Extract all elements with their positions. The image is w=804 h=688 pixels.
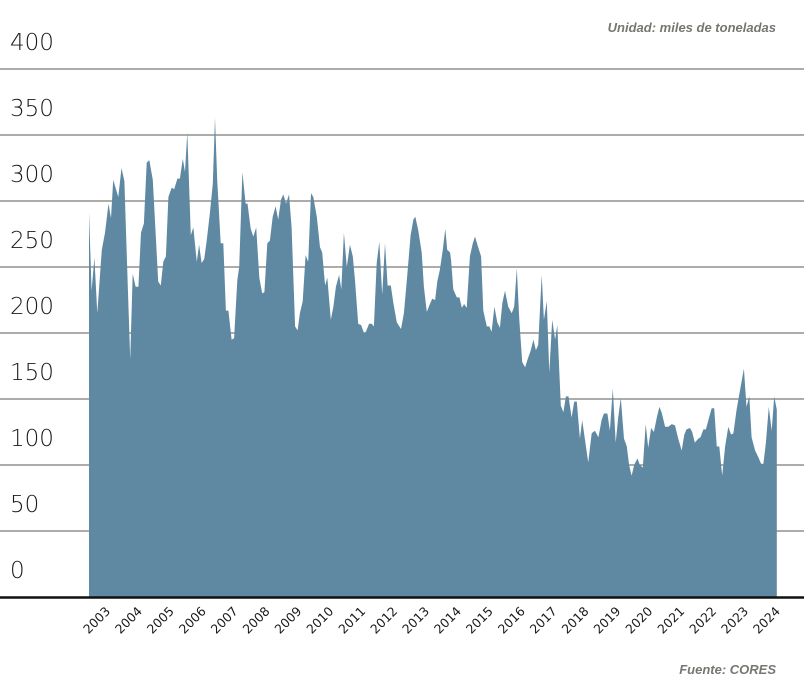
x-tick-label: 2019 [590, 603, 623, 636]
x-tick-label: 2008 [240, 603, 273, 636]
x-axis-labels: 2003200420052006200720082009201020112012… [80, 603, 783, 636]
y-tick-label: 150 [10, 360, 54, 386]
x-tick-label: 2010 [303, 603, 336, 636]
x-tick-label: 2021 [654, 604, 687, 637]
y-tick-label: 100 [10, 426, 54, 452]
x-tick-label: 2003 [80, 604, 113, 637]
x-tick-label: 2004 [112, 603, 145, 636]
x-tick-label: 2017 [527, 604, 560, 637]
y-tick-label: 400 [10, 30, 54, 56]
y-tick-label: 200 [10, 294, 54, 320]
x-tick-label: 2024 [750, 603, 783, 636]
x-tick-label: 2018 [559, 603, 592, 636]
y-tick-label: 350 [10, 96, 54, 122]
x-tick-label: 2013 [399, 604, 432, 637]
x-tick-label: 2020 [622, 603, 655, 636]
y-tick-label: 300 [10, 162, 54, 188]
unit-note: Unidad: miles de toneladas [607, 20, 776, 35]
x-tick-label: 2015 [463, 604, 496, 637]
x-tick-label: 2014 [431, 603, 464, 636]
y-tick-label: 50 [10, 492, 39, 518]
x-tick-label: 2016 [495, 603, 528, 636]
area-series [89, 117, 777, 598]
x-tick-label: 2007 [208, 604, 241, 637]
y-axis-labels: 0 50 100 150 200 250 300 350 400 [10, 30, 54, 584]
source-note: Fuente: CORES [679, 662, 776, 677]
x-tick-label: 2006 [176, 603, 209, 636]
x-tick-label: 2023 [718, 604, 751, 637]
x-tick-label: 2022 [686, 604, 719, 637]
y-tick-label: 250 [10, 228, 54, 254]
x-tick-label: 2011 [335, 604, 368, 637]
y-tick-label: 0 [10, 558, 25, 584]
x-tick-label: 2009 [271, 603, 304, 636]
x-tick-label: 2012 [367, 604, 400, 637]
x-tick-label: 2005 [144, 604, 177, 637]
